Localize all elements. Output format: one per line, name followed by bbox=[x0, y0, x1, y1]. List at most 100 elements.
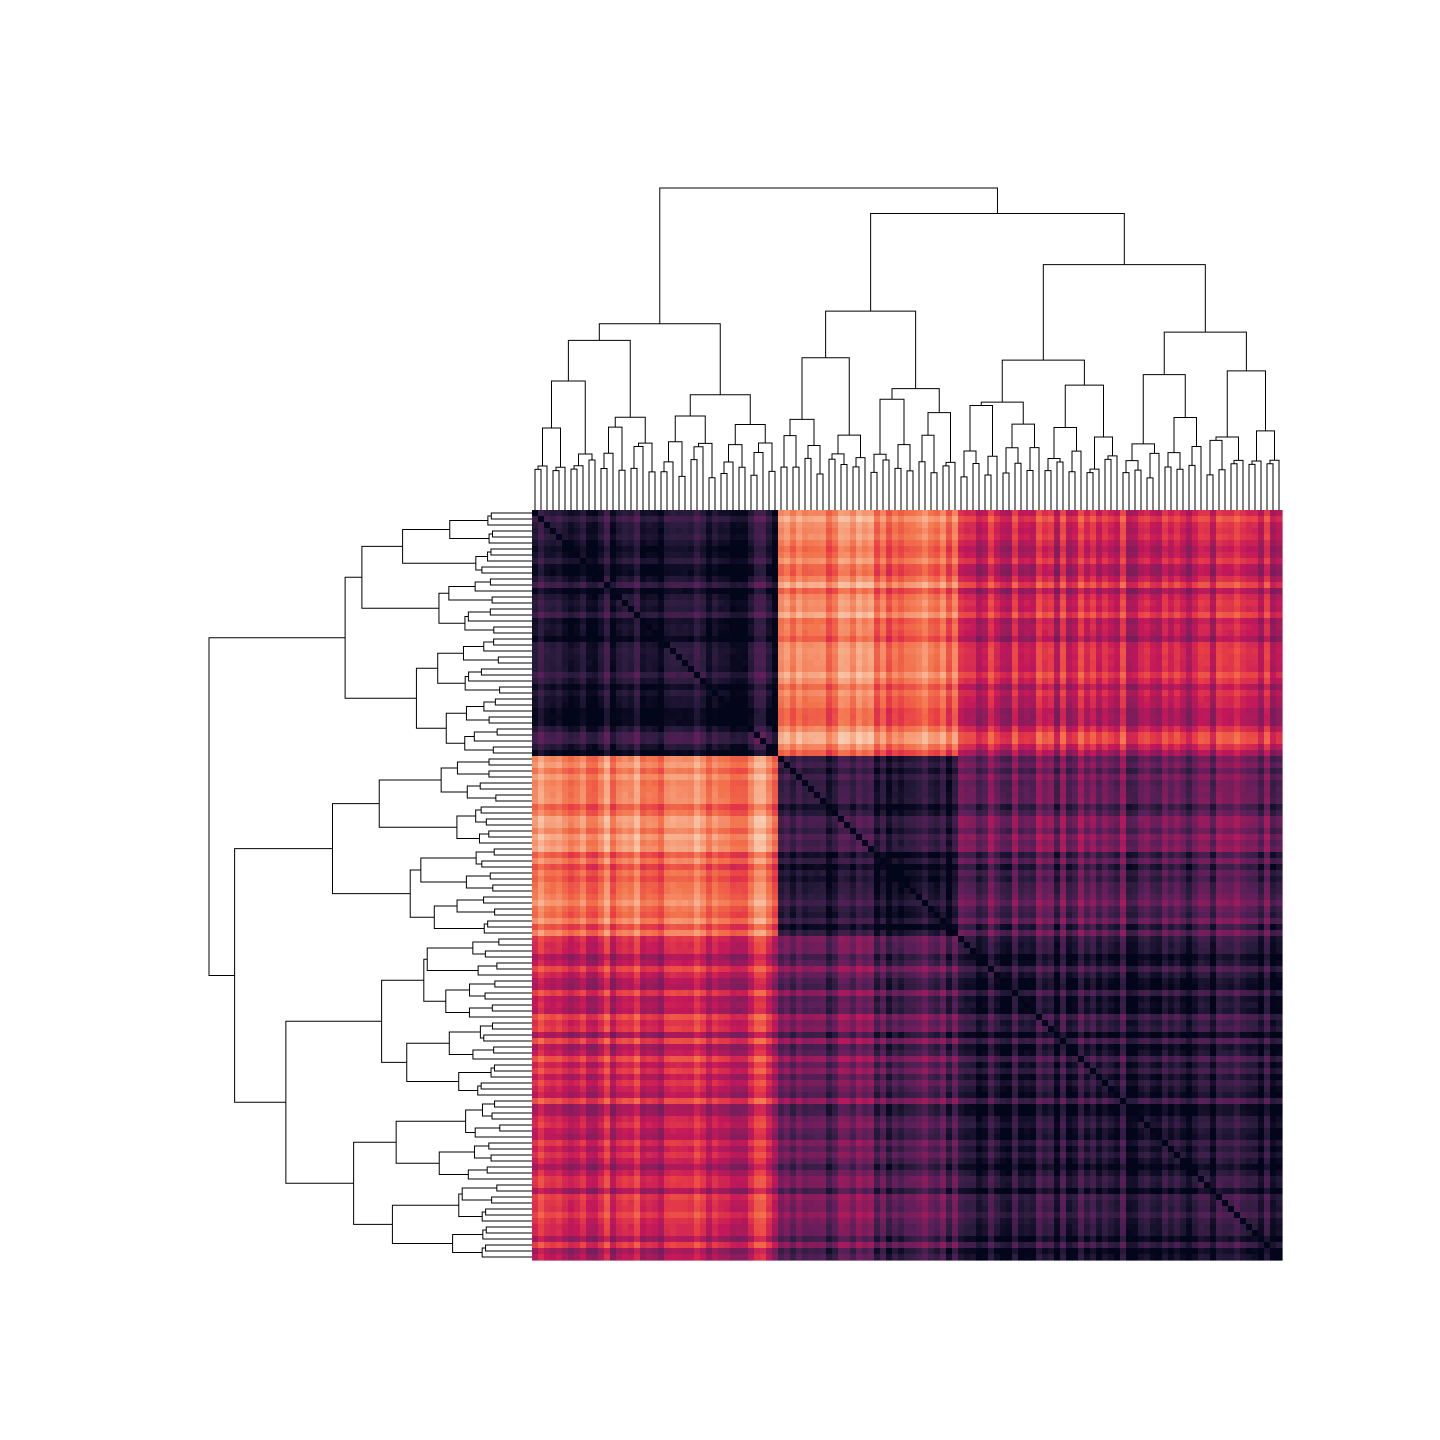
heatmap-cell bbox=[1114, 642, 1121, 649]
heatmap-cell bbox=[922, 732, 929, 739]
heatmap-cell bbox=[820, 540, 827, 547]
heatmap-cell bbox=[1258, 522, 1265, 529]
heatmap-cell bbox=[946, 588, 953, 595]
heatmap-cell bbox=[628, 576, 635, 583]
heatmap-cell bbox=[838, 528, 845, 535]
heatmap-cell bbox=[1228, 672, 1235, 679]
row-dendrogram-link bbox=[499, 686, 532, 694]
heatmap-cell bbox=[880, 522, 887, 529]
heatmap-cell bbox=[1186, 558, 1193, 565]
heatmap-cell bbox=[874, 666, 881, 673]
heatmap-cell bbox=[1258, 540, 1265, 547]
column-dendrogram-link bbox=[807, 444, 821, 474]
heatmap-cell bbox=[634, 564, 641, 571]
heatmap-cell bbox=[856, 588, 863, 595]
heatmap-cell bbox=[1150, 528, 1157, 535]
heatmap-cell bbox=[796, 630, 803, 637]
heatmap-cell bbox=[598, 666, 605, 673]
heatmap-cell bbox=[976, 570, 983, 577]
heatmap-cell bbox=[1006, 624, 1013, 631]
heatmap-cell bbox=[1042, 576, 1049, 583]
heatmap-cell bbox=[700, 732, 707, 739]
heatmap-cell bbox=[1162, 696, 1169, 703]
heatmap-cell bbox=[760, 654, 767, 661]
heatmap-cell bbox=[646, 594, 653, 601]
heatmap-cell bbox=[934, 570, 941, 577]
heatmap-cell bbox=[1204, 522, 1211, 529]
heatmap-cell bbox=[1066, 594, 1073, 601]
heatmap-cell bbox=[1258, 684, 1265, 691]
heatmap-cell bbox=[868, 558, 875, 565]
heatmap-cell bbox=[652, 516, 659, 523]
heatmap-cell bbox=[928, 588, 935, 595]
heatmap-cell bbox=[1066, 546, 1073, 553]
heatmap-cell bbox=[1042, 510, 1049, 517]
heatmap-cell bbox=[964, 618, 971, 625]
heatmap-cell bbox=[742, 600, 749, 607]
heatmap-cell bbox=[724, 588, 731, 595]
heatmap-cell bbox=[586, 666, 593, 673]
column-dendrogram-link bbox=[1104, 458, 1112, 510]
heatmap-cell bbox=[1024, 510, 1031, 517]
heatmap-cell bbox=[970, 648, 977, 655]
heatmap-cell bbox=[958, 558, 965, 565]
heatmap-cell bbox=[904, 528, 911, 535]
heatmap-cell bbox=[610, 516, 617, 523]
heatmap-cell bbox=[808, 534, 815, 541]
heatmap-cell bbox=[934, 630, 941, 637]
heatmap-cell bbox=[874, 564, 881, 571]
heatmap-cell bbox=[856, 624, 863, 631]
heatmap-cell bbox=[730, 720, 737, 727]
heatmap-cell bbox=[1222, 540, 1229, 547]
heatmap-cell bbox=[628, 588, 635, 595]
heatmap-cell bbox=[706, 720, 713, 727]
heatmap-cell bbox=[532, 666, 539, 673]
heatmap-cell bbox=[778, 570, 785, 577]
heatmap-cell bbox=[1120, 594, 1127, 601]
heatmap-cell bbox=[898, 588, 905, 595]
heatmap-cell bbox=[622, 630, 629, 637]
row-dendrogram-link bbox=[496, 728, 532, 736]
heatmap-cell bbox=[1222, 696, 1229, 703]
heatmap-cell bbox=[574, 522, 581, 529]
heatmap-cell bbox=[1168, 672, 1175, 679]
row-dendrogram-link bbox=[483, 1034, 532, 1042]
heatmap-cell bbox=[1012, 564, 1019, 571]
column-dendrogram-link bbox=[1029, 447, 1040, 510]
column-dendrogram-link bbox=[1134, 469, 1142, 510]
heatmap-cell bbox=[574, 594, 581, 601]
heatmap-cell bbox=[1126, 660, 1133, 667]
heatmap-cell bbox=[814, 696, 821, 703]
heatmap-cell bbox=[892, 534, 899, 541]
heatmap-cell bbox=[982, 594, 989, 601]
heatmap-cell bbox=[886, 576, 893, 583]
heatmap-cell bbox=[1156, 528, 1163, 535]
heatmap-cell bbox=[1144, 588, 1151, 595]
heatmap-cell bbox=[1018, 570, 1025, 577]
heatmap-cell bbox=[814, 552, 821, 559]
heatmap-cell bbox=[778, 516, 785, 523]
row-dendrogram-link bbox=[480, 806, 532, 814]
heatmap-cell bbox=[886, 522, 893, 529]
heatmap-cell bbox=[868, 510, 875, 517]
heatmap-cell bbox=[1186, 510, 1193, 517]
heatmap-cell bbox=[772, 534, 779, 541]
heatmap-cell bbox=[1120, 720, 1127, 727]
heatmap-cell bbox=[640, 510, 647, 517]
heatmap-cell bbox=[718, 576, 725, 583]
heatmap-cell bbox=[1090, 672, 1097, 679]
heatmap-cell bbox=[730, 678, 737, 685]
heatmap-cell bbox=[964, 516, 971, 523]
heatmap-cell bbox=[934, 708, 941, 715]
heatmap-cell bbox=[676, 660, 683, 667]
heatmap-cell bbox=[982, 516, 989, 523]
heatmap-cell bbox=[1198, 660, 1205, 667]
heatmap-cell bbox=[970, 564, 977, 571]
row-dendrogram-link bbox=[353, 1141, 397, 1225]
heatmap-cell bbox=[1120, 678, 1127, 685]
heatmap-cell bbox=[1054, 696, 1061, 703]
heatmap-cell bbox=[736, 552, 743, 559]
heatmap-cell bbox=[694, 606, 701, 613]
heatmap-cell bbox=[1162, 672, 1169, 679]
heatmap-cell bbox=[898, 510, 905, 517]
